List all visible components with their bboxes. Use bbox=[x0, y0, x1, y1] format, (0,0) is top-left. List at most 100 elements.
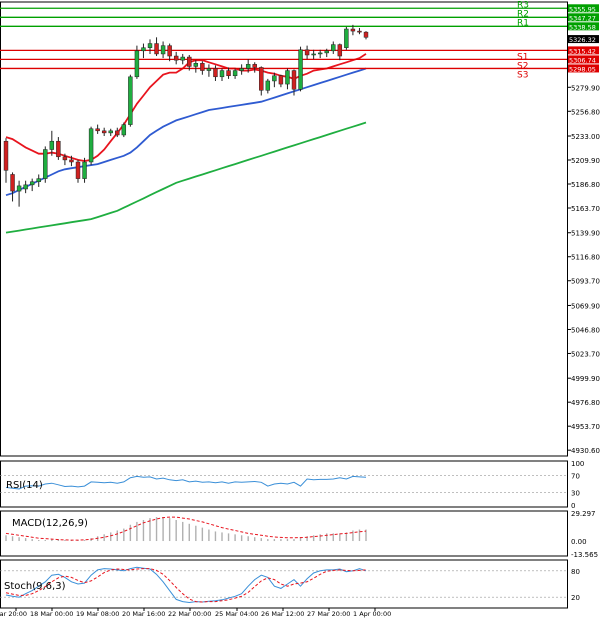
candle-body bbox=[200, 63, 205, 71]
panel-frame bbox=[0, 1, 568, 457]
candle-body bbox=[357, 30, 362, 33]
current-price-tag bbox=[568, 35, 599, 44]
candle-body bbox=[36, 178, 41, 182]
macd-tick-label: -13.565 bbox=[571, 551, 598, 559]
panel-frame bbox=[0, 460, 568, 508]
time-tick-label: 25 Mar 04:00 bbox=[215, 610, 258, 618]
candle-body bbox=[291, 70, 297, 90]
candle-body bbox=[206, 68, 212, 71]
candle-body bbox=[180, 56, 185, 61]
candle-body bbox=[147, 43, 153, 48]
candle-body bbox=[56, 140, 61, 158]
price-tick-label: 4930.60 bbox=[571, 447, 600, 455]
candle-body bbox=[363, 31, 369, 38]
candle-body bbox=[187, 56, 192, 67]
macd-tick-label: 0.00 bbox=[571, 538, 587, 546]
price-tick-label: 5163.70 bbox=[571, 205, 600, 213]
level-name-s1: S1 bbox=[517, 52, 528, 62]
candle-body bbox=[344, 28, 349, 48]
candle-body bbox=[121, 124, 127, 136]
stoch-tick-label: 80 bbox=[571, 568, 580, 576]
stoch-title: Stoch(9,6,3) bbox=[4, 581, 66, 592]
level-price-tag bbox=[568, 64, 599, 73]
candle-body bbox=[304, 49, 310, 56]
level-price-label: 5315.42 bbox=[569, 47, 596, 55]
candle-body bbox=[337, 44, 343, 57]
candle-body bbox=[213, 68, 218, 78]
price-tick-label: 5046.80 bbox=[571, 326, 600, 334]
candle-body bbox=[101, 130, 107, 134]
candle-body bbox=[324, 50, 329, 54]
ma-blue-line bbox=[5, 67, 367, 197]
panel-frame bbox=[0, 510, 568, 557]
price-tick-label: 5233.00 bbox=[571, 133, 600, 141]
level-name-r1: R1 bbox=[517, 18, 529, 28]
candle-body bbox=[285, 70, 290, 85]
candle-body bbox=[141, 47, 146, 52]
candle-body bbox=[219, 70, 225, 78]
macd-signal-line bbox=[5, 516, 367, 541]
candle-body bbox=[272, 75, 277, 82]
time-tick-label: 1 Apr 00:00 bbox=[353, 610, 391, 618]
level-price-tag bbox=[568, 46, 599, 55]
stoch-k-line bbox=[5, 566, 367, 604]
candle-body bbox=[317, 52, 323, 55]
candle-body bbox=[62, 156, 68, 161]
price-tick-label: 5139.90 bbox=[571, 230, 600, 238]
rsi-title: RSI(14) bbox=[6, 480, 43, 491]
level-name-r3: R3 bbox=[517, 0, 529, 10]
main-price-panel: 5279.90 5256.80 5233.00 5209.90 5186.80 5163.… bbox=[0, 0, 600, 457]
candle-body bbox=[173, 55, 179, 61]
candle-body bbox=[245, 64, 251, 69]
stoch-d-line bbox=[5, 568, 367, 603]
price-tick-label: 4999.90 bbox=[571, 375, 600, 383]
price-tick-label: 5093.70 bbox=[571, 278, 600, 286]
price-tick-label: 5279.90 bbox=[571, 84, 600, 92]
price-tick-label: 5069.90 bbox=[571, 302, 600, 310]
candle-body bbox=[259, 67, 264, 91]
level-price-tag bbox=[568, 22, 599, 31]
price-tick-label: 5186.80 bbox=[571, 181, 600, 189]
level-price-label: 5298.05 bbox=[569, 65, 596, 73]
panel-frame bbox=[0, 559, 568, 609]
candle-body bbox=[331, 44, 336, 52]
price-tick-label: 4953.70 bbox=[571, 423, 600, 431]
price-tick-label: 5209.90 bbox=[571, 157, 600, 165]
level-name-s3: S3 bbox=[517, 70, 528, 80]
candle-body bbox=[160, 45, 166, 55]
time-tick-label: 26 Mar 12:00 bbox=[261, 610, 304, 618]
candle-body bbox=[10, 174, 15, 192]
time-tick-label: Mar 20:00 bbox=[0, 610, 27, 618]
candle-body bbox=[3, 140, 9, 171]
time-tick-label: 27 Mar 20:00 bbox=[307, 610, 350, 618]
candle-body bbox=[226, 70, 231, 77]
candle-body bbox=[311, 53, 316, 56]
candle-body bbox=[75, 161, 81, 179]
candle-body bbox=[108, 130, 113, 134]
time-tick-label: 19 Mar 08:00 bbox=[76, 610, 119, 618]
candle-body bbox=[29, 181, 35, 186]
price-tick-label: 5023.70 bbox=[571, 350, 600, 358]
candle-body bbox=[115, 130, 120, 136]
level-price-tag bbox=[568, 55, 599, 64]
macd-panel: 29.297 0.00 -13.565 MACD(12,26,9) bbox=[0, 510, 598, 559]
rsi-tick-label: 30 bbox=[571, 489, 580, 497]
candle-body bbox=[154, 43, 159, 55]
time-tick-label: 18 Mar 00:00 bbox=[30, 610, 73, 618]
rsi-line bbox=[5, 475, 367, 490]
time-tick-label: 20 Mar 16:00 bbox=[122, 610, 165, 618]
candle-body bbox=[252, 64, 257, 68]
candle-body bbox=[82, 161, 87, 179]
current-price-label: 5326.32 bbox=[569, 36, 596, 44]
rsi-tick-label: 70 bbox=[571, 473, 580, 481]
candle-body bbox=[167, 45, 172, 57]
rsi-tick-label: 0 bbox=[571, 502, 575, 510]
candle-body bbox=[23, 184, 28, 190]
candle-body bbox=[232, 70, 238, 77]
level-price-label: 5355.95 bbox=[569, 5, 596, 13]
candle-body bbox=[134, 50, 140, 78]
rsi-panel: 100 70 30 0 RSI(14) bbox=[0, 460, 584, 510]
time-tick-label: 22 Mar 00:00 bbox=[168, 610, 211, 618]
level-name-r2: R2 bbox=[517, 9, 529, 19]
